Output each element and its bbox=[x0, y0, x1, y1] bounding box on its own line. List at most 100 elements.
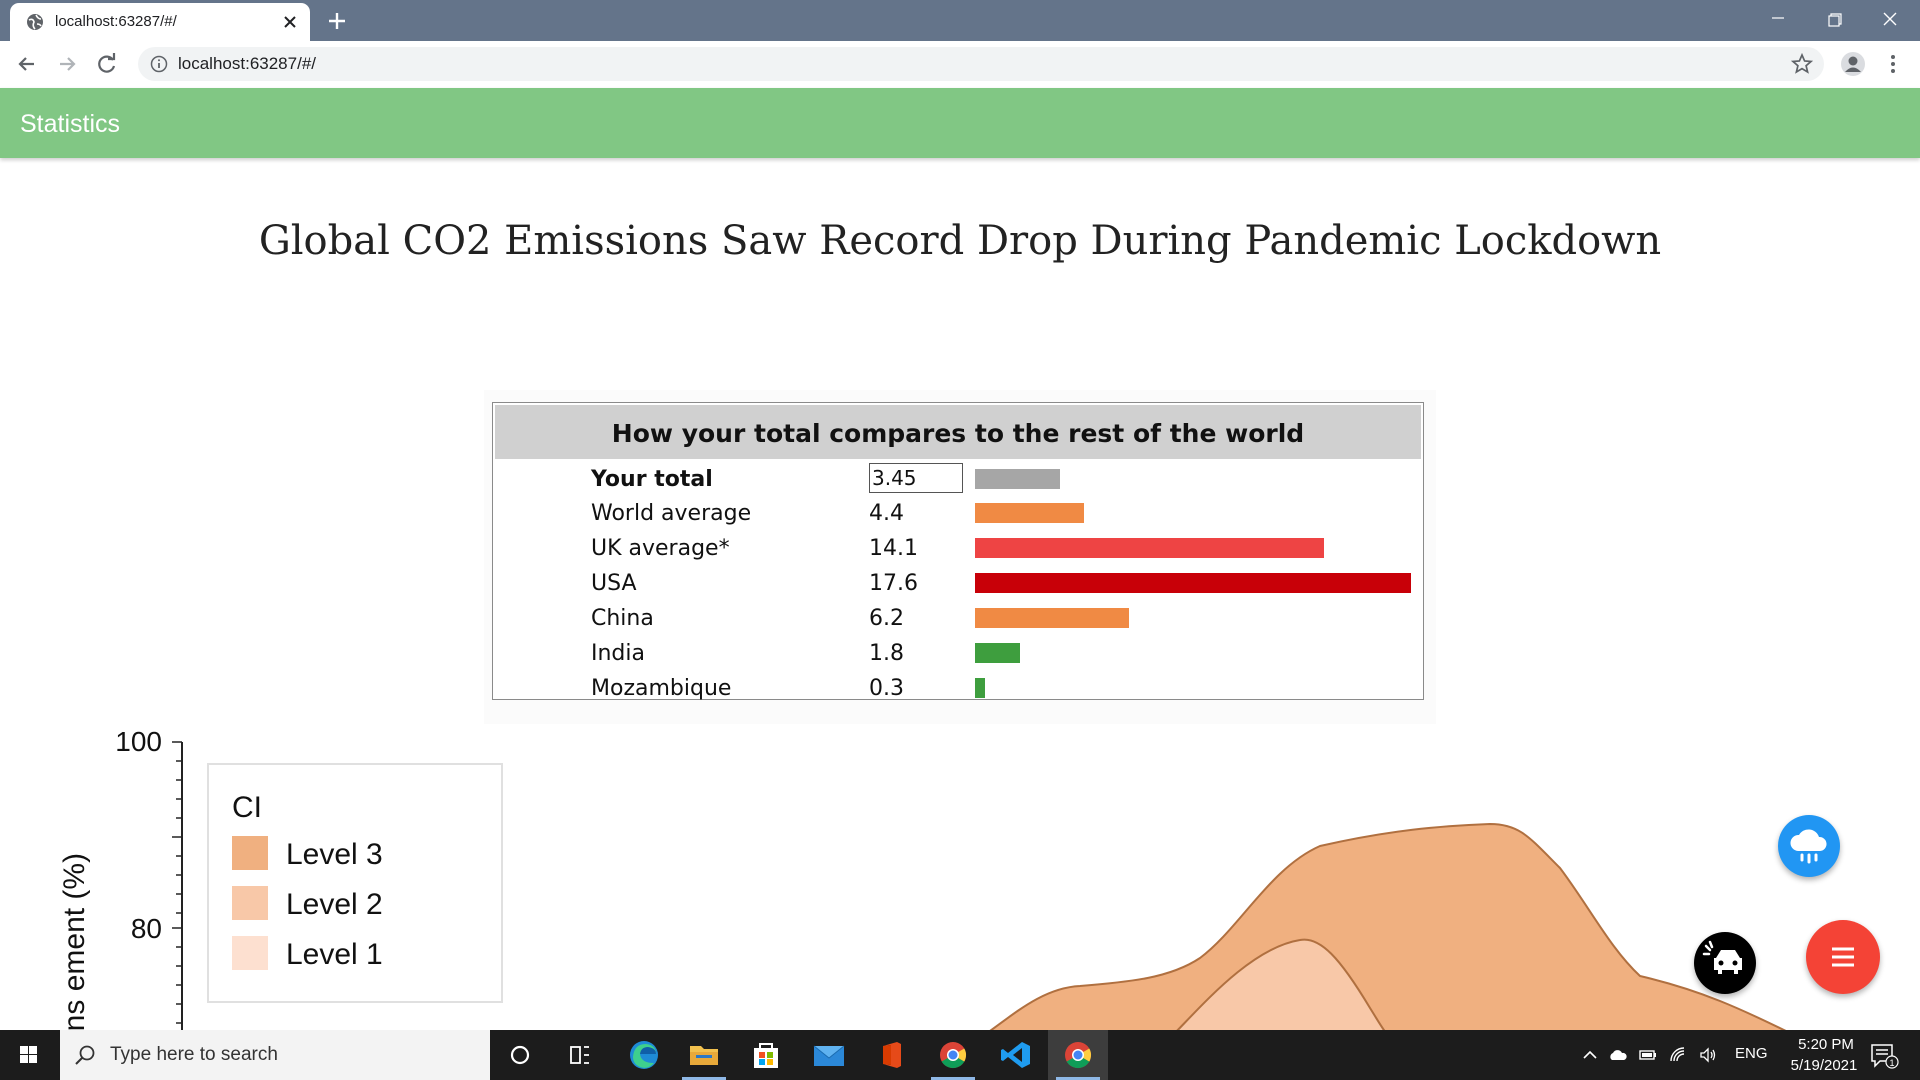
row-label: UK average* bbox=[591, 536, 730, 561]
chrome-icon bbox=[1065, 1042, 1092, 1069]
edge-browser-icon[interactable] bbox=[614, 1030, 674, 1080]
chrome-icon bbox=[940, 1042, 967, 1069]
chart-legend: CI Level 3 Level 2 Level 1 bbox=[207, 763, 503, 1003]
rain-cloud-icon bbox=[1790, 829, 1827, 864]
row-label: Mozambique bbox=[591, 676, 732, 701]
browser-menu-icon[interactable] bbox=[1880, 51, 1906, 77]
minimize-icon[interactable] bbox=[1762, 6, 1794, 34]
onedrive-cloud-icon[interactable] bbox=[1608, 1045, 1628, 1065]
legend-swatch-level-1 bbox=[232, 936, 268, 970]
close-tab-icon[interactable] bbox=[280, 12, 300, 32]
row-china: China 6.2 bbox=[493, 602, 1423, 636]
row-label: India bbox=[591, 641, 645, 666]
y-axis-ticks bbox=[172, 741, 182, 1024]
clock-date[interactable]: 5/19/2021 bbox=[1790, 1057, 1858, 1074]
app-title: Statistics bbox=[20, 110, 121, 138]
comparison-card: How your total compares to the rest of t… bbox=[484, 390, 1436, 724]
new-tab-icon[interactable] bbox=[324, 8, 350, 34]
bar-your-total bbox=[975, 469, 1060, 489]
bar-usa bbox=[975, 573, 1411, 593]
mail-icon[interactable] bbox=[799, 1030, 859, 1080]
weather-fab[interactable] bbox=[1778, 815, 1840, 877]
file-explorer-taskbar-item[interactable] bbox=[674, 1030, 734, 1080]
task-view-icon[interactable] bbox=[550, 1030, 610, 1080]
taskbar-search-box[interactable]: Type here to search bbox=[60, 1030, 490, 1080]
folder-icon bbox=[690, 1046, 718, 1065]
restore-icon[interactable] bbox=[1818, 6, 1850, 34]
chrome-active-window[interactable] bbox=[1048, 1030, 1108, 1080]
row-india: India 1.8 bbox=[493, 637, 1423, 671]
legend-label-level-2: Level 2 bbox=[286, 888, 383, 921]
row-value: 4.4 bbox=[869, 501, 904, 526]
legend-title: CI bbox=[232, 791, 262, 824]
y-tick-80: 80 bbox=[131, 913, 162, 944]
bar-world-average bbox=[975, 503, 1084, 523]
url-text[interactable]: localhost:63287/#/ bbox=[178, 54, 316, 73]
level-3-area bbox=[978, 822, 1801, 1038]
level-2-area bbox=[1168, 938, 1392, 1038]
tab-title: localhost:63287/#/ bbox=[55, 13, 177, 30]
address-bar[interactable]: localhost:63287/#/ bbox=[138, 47, 1824, 81]
close-window-icon[interactable] bbox=[1874, 6, 1906, 34]
row-mozambique: Mozambique 0.3 bbox=[493, 672, 1423, 706]
row-value: 1.8 bbox=[869, 641, 904, 666]
menu-fab[interactable] bbox=[1806, 920, 1880, 994]
reload-icon[interactable] bbox=[94, 51, 120, 77]
office-icon[interactable] bbox=[861, 1030, 921, 1080]
profile-avatar-icon[interactable] bbox=[1840, 51, 1866, 77]
row-label: Your total bbox=[591, 467, 713, 492]
legend-label-level-3: Level 3 bbox=[286, 838, 383, 871]
row-value: 17.6 bbox=[869, 571, 918, 596]
bar-india bbox=[975, 643, 1020, 663]
forward-arrow-icon[interactable] bbox=[54, 51, 80, 77]
row-value: 0.3 bbox=[869, 676, 904, 701]
cortana-icon[interactable] bbox=[490, 1030, 550, 1080]
comparison-header: How your total compares to the rest of t… bbox=[495, 405, 1421, 459]
chrome-taskbar-item[interactable] bbox=[923, 1030, 983, 1080]
back-arrow-icon[interactable] bbox=[14, 51, 40, 77]
battery-icon[interactable] bbox=[1638, 1045, 1658, 1065]
y-axis-label: ons ement (%) bbox=[58, 853, 91, 1038]
hamburger-menu-icon bbox=[1832, 947, 1854, 967]
row-world-average: World average 4.4 bbox=[493, 497, 1423, 531]
notification-center-icon[interactable]: 1 bbox=[1868, 1042, 1900, 1070]
bookmark-star-icon[interactable] bbox=[1791, 53, 1813, 75]
search-icon bbox=[75, 1045, 95, 1065]
clock-time[interactable]: 5:20 PM bbox=[1798, 1036, 1854, 1053]
row-value: 6.2 bbox=[869, 606, 904, 631]
row-value: 14.1 bbox=[869, 536, 918, 561]
app-header: Statistics bbox=[0, 88, 1920, 158]
volume-icon[interactable] bbox=[1698, 1045, 1718, 1065]
ci-area-chart: 100 80 ons ement (%) CI Level 3 Level 2 … bbox=[20, 728, 1900, 1038]
y-tick-100: 100 bbox=[115, 728, 162, 757]
browser-tab-strip: localhost:63287/#/ bbox=[0, 0, 1920, 41]
chevron-up-icon[interactable] bbox=[1580, 1045, 1600, 1065]
windows-start-icon[interactable] bbox=[0, 1030, 58, 1080]
chrome-active-indicator bbox=[931, 1077, 975, 1080]
bar-uk-average bbox=[975, 538, 1324, 558]
bar-china bbox=[975, 608, 1129, 628]
vscode-icon[interactable] bbox=[986, 1030, 1046, 1080]
row-label: USA bbox=[591, 571, 637, 596]
car-crash-icon bbox=[1702, 940, 1742, 974]
search-placeholder: Type here to search bbox=[110, 1044, 278, 1065]
browser-toolbar: localhost:63287/#/ bbox=[0, 41, 1920, 89]
browser-tab[interactable]: localhost:63287/#/ bbox=[10, 3, 310, 41]
row-your-total: Your total bbox=[493, 463, 1423, 497]
globe-icon bbox=[27, 14, 43, 30]
chart-canvas: 100 80 ons ement (%) CI Level 3 Level 2 … bbox=[58, 728, 1801, 1038]
notification-count: 1 bbox=[1889, 1058, 1894, 1068]
store-icon[interactable] bbox=[736, 1030, 796, 1080]
wifi-icon[interactable] bbox=[1668, 1045, 1688, 1065]
bar-mozambique bbox=[975, 678, 985, 698]
row-usa: USA 17.6 bbox=[493, 567, 1423, 601]
comparison-title: How your total compares to the rest of t… bbox=[611, 419, 1305, 448]
vehicle-fab[interactable] bbox=[1694, 932, 1756, 994]
legend-label-level-1: Level 1 bbox=[286, 938, 383, 971]
legend-swatch-level-2 bbox=[232, 886, 268, 920]
your-total-input[interactable] bbox=[869, 463, 963, 493]
site-info-icon[interactable] bbox=[150, 55, 168, 73]
legend-swatch-level-3 bbox=[232, 836, 268, 870]
input-language[interactable]: ENG bbox=[1735, 1045, 1768, 1062]
row-label: China bbox=[591, 606, 654, 631]
